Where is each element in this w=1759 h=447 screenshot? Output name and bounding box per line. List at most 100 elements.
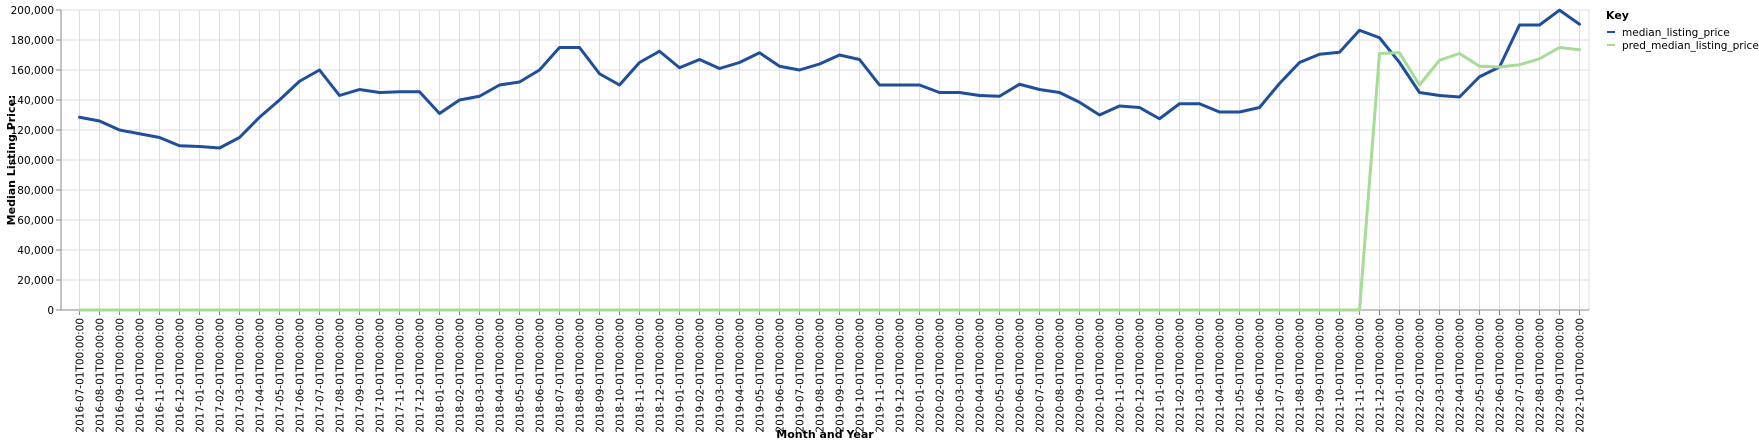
x-tick-label: 2017-03-01T00:00:00: [235, 318, 247, 433]
x-tick-label: 2020-12-01T00:00:00: [1135, 318, 1147, 433]
x-tick-label: 2016-12-01T00:00:00: [175, 318, 187, 433]
x-tick-label: 2017-05-01T00:00:00: [275, 318, 287, 433]
x-tick-label: 2019-07-01T00:00:00: [795, 318, 807, 433]
x-tick-label: 2019-08-01T00:00:00: [815, 318, 827, 433]
x-tick-label: 2022-05-01T00:00:00: [1475, 318, 1487, 433]
x-tick-label: 2018-04-01T00:00:00: [495, 318, 507, 433]
x-tick-label: 2022-02-01T00:00:00: [1415, 318, 1427, 433]
y-tick-label: 80,000: [17, 185, 54, 197]
y-tick-label: 20,000: [17, 275, 54, 287]
x-tick-label: 2022-01-01T00:00:00: [1395, 318, 1407, 433]
x-tick-label: 2020-04-01T00:00:00: [975, 318, 987, 433]
x-tick-label: 2019-04-01T00:00:00: [735, 318, 747, 433]
y-tick-label: 160,000: [11, 65, 54, 77]
y-tick-label: 200,000: [11, 5, 54, 17]
legend-label: pred_median_listing_price: [1622, 40, 1759, 52]
legend: Key median_listing_pricepred_median_list…: [1606, 9, 1759, 52]
x-tick-label: 2021-01-01T00:00:00: [1155, 318, 1167, 433]
x-tick-label: 2017-11-01T00:00:00: [395, 318, 407, 433]
x-tick-label: 2020-03-01T00:00:00: [955, 318, 967, 433]
grid-lines: [61, 9, 1590, 311]
x-tick-label: 2017-04-01T00:00:00: [255, 318, 267, 433]
y-axis-title: Median Listing Price:: [5, 95, 18, 226]
axes: 0 20,000 40,000 60,000 80,000 100,000 120,000 1…: [11, 5, 1589, 433]
y-tick-label: 40,000: [17, 245, 54, 257]
legend-title: Key: [1606, 9, 1629, 22]
x-tick-label: 2017-09-01T00:00:00: [355, 318, 367, 433]
legend-label: median_listing_price: [1622, 27, 1730, 39]
x-tick-label: 2021-06-01T00:00:00: [1255, 318, 1267, 433]
x-tick-label: 2016-11-01T00:00:00: [155, 318, 167, 433]
x-tick-label: 2016-07-01T00:00:00: [75, 318, 87, 433]
x-tick-label: 2021-07-01T00:00:00: [1275, 318, 1287, 433]
x-tick-label: 2016-08-01T00:00:00: [95, 318, 107, 433]
x-tick-label: 2019-06-01T00:00:00: [775, 318, 787, 433]
y-tick-label: 180,000: [11, 35, 54, 47]
x-tick-label: 2021-12-01T00:00:00: [1375, 318, 1387, 433]
x-tick-label: 2020-01-01T00:00:00: [915, 318, 927, 433]
x-tick-label: 2021-10-01T00:00:00: [1335, 318, 1347, 433]
x-tick-label: 2018-09-01T00:00:00: [595, 318, 607, 433]
x-tick-label: 2018-12-01T00:00:00: [655, 318, 667, 433]
series-lines: [78, 8, 1581, 312]
y-tick-label: 120,000: [11, 125, 54, 137]
x-tick-label: 2020-02-01T00:00:00: [935, 318, 947, 433]
y-tick-label: 100,000: [11, 155, 54, 167]
x-tick-label: 2018-10-01T00:00:00: [615, 318, 627, 433]
x-tick-label: 2019-09-01T00:00:00: [835, 318, 847, 433]
x-tick-label: 2019-02-01T00:00:00: [695, 318, 707, 433]
x-tick-label: 2018-06-01T00:00:00: [535, 318, 547, 433]
x-tick-label: 2022-07-01T00:00:00: [1515, 318, 1527, 433]
x-tick-label: 2018-02-01T00:00:00: [455, 318, 467, 433]
x-tick-label: 2018-03-01T00:00:00: [475, 318, 487, 433]
x-tick-label: 2019-05-01T00:00:00: [755, 318, 767, 433]
x-tick-label: 2017-10-01T00:00:00: [375, 318, 387, 433]
x-tick-label: 2018-07-01T00:00:00: [555, 318, 567, 433]
x-tick-label: 2021-04-01T00:00:00: [1215, 318, 1227, 433]
x-tick-label: 2018-08-01T00:00:00: [575, 318, 587, 433]
x-tick-label: 2017-07-01T00:00:00: [315, 318, 327, 433]
x-tick-label: 2021-08-01T00:00:00: [1295, 318, 1307, 433]
x-tick-label: 2019-10-01T00:00:00: [855, 318, 867, 433]
x-tick-label: 2020-10-01T00:00:00: [1095, 318, 1107, 433]
x-tick-label: 2020-07-01T00:00:00: [1035, 318, 1047, 433]
x-tick-label: 2017-01-01T00:00:00: [195, 318, 207, 433]
x-tick-label: 2021-02-01T00:00:00: [1175, 318, 1187, 433]
x-tick-label: 2021-05-01T00:00:00: [1235, 318, 1247, 433]
x-tick-label: 2020-05-01T00:00:00: [995, 318, 1007, 433]
series-line-pred-median-listing-price: [78, 46, 1581, 312]
x-tick-label: 2017-12-01T00:00:00: [415, 318, 427, 433]
y-tick-label: 0: [47, 305, 54, 317]
x-tick-label: 2018-05-01T00:00:00: [515, 318, 527, 433]
x-tick-label: 2021-03-01T00:00:00: [1195, 318, 1207, 433]
x-tick-label: 2022-06-01T00:00:00: [1495, 318, 1507, 433]
x-tick-label: 2021-11-01T00:00:00: [1355, 318, 1367, 433]
x-tick-label: 2018-01-01T00:00:00: [435, 318, 447, 433]
x-tick-label: 2022-10-01T00:00:00: [1575, 318, 1587, 433]
x-tick-label: 2017-06-01T00:00:00: [295, 318, 307, 433]
x-tick-label: 2021-09-01T00:00:00: [1315, 318, 1327, 433]
x-tick-label: 2016-09-01T00:00:00: [115, 318, 127, 433]
x-tick-label: 2018-11-01T00:00:00: [635, 318, 647, 433]
x-tick-label: 2020-09-01T00:00:00: [1075, 318, 1087, 433]
x-tick-label: 2016-10-01T00:00:00: [135, 318, 147, 433]
series-line-median-listing-price: [78, 8, 1581, 150]
x-tick-label: 2020-11-01T00:00:00: [1115, 318, 1127, 433]
x-tick-label: 2022-04-01T00:00:00: [1455, 318, 1467, 433]
x-tick-label: 2020-08-01T00:00:00: [1055, 318, 1067, 433]
x-tick-label: 2017-02-01T00:00:00: [215, 318, 227, 433]
x-tick-label: 2019-03-01T00:00:00: [715, 318, 727, 433]
x-tick-label: 2019-11-01T00:00:00: [875, 318, 887, 433]
x-tick-label: 2020-06-01T00:00:00: [1015, 318, 1027, 433]
x-axis-title: Month and Year: [776, 428, 874, 441]
x-tick-label: 2022-09-01T00:00:00: [1555, 318, 1567, 433]
y-tick-label: 60,000: [17, 215, 54, 227]
x-tick-label: 2019-01-01T00:00:00: [675, 318, 687, 433]
x-tick-label: 2019-12-01T00:00:00: [895, 318, 907, 433]
y-tick-label: 140,000: [11, 95, 54, 107]
x-tick-label: 2017-08-01T00:00:00: [335, 318, 347, 433]
x-tick-label: 2022-03-01T00:00:00: [1435, 318, 1447, 433]
x-tick-label: 2022-08-01T00:00:00: [1535, 318, 1547, 433]
